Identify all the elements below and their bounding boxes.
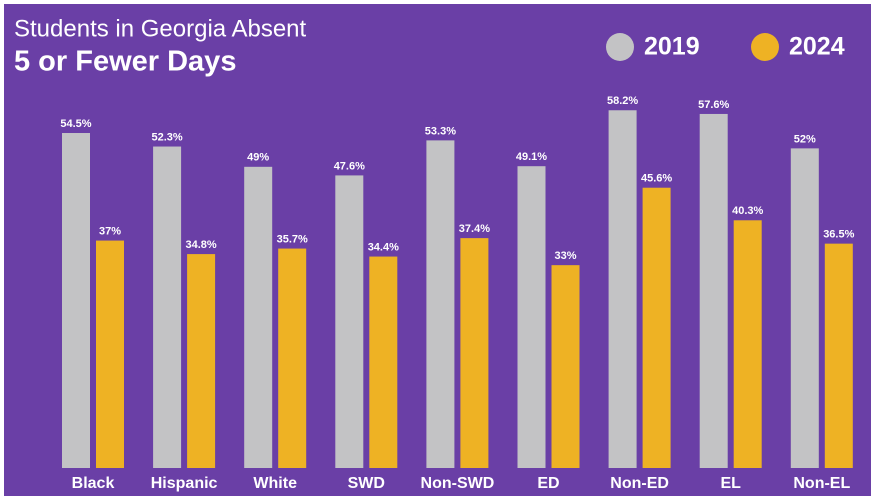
- value-label: 35.7%: [277, 233, 308, 245]
- value-label: 45.6%: [641, 173, 672, 185]
- value-label: 34.8%: [185, 239, 216, 251]
- value-label: 49%: [247, 152, 269, 164]
- x-tick-label: SWD: [348, 475, 385, 492]
- bar: [790, 148, 819, 468]
- bar: [551, 265, 580, 468]
- x-tick-label: Non-EL: [793, 475, 850, 492]
- legend-label: 2019: [644, 33, 700, 61]
- x-tick-label: Black: [72, 475, 115, 492]
- legend-swatch: [751, 33, 779, 61]
- bar: [642, 187, 671, 468]
- bar: [608, 110, 637, 468]
- bar: [278, 248, 307, 468]
- x-tick-label: Hispanic: [151, 475, 218, 492]
- bar: [699, 113, 728, 469]
- value-label: 47.6%: [334, 160, 365, 172]
- x-tick-label: EL: [720, 475, 741, 492]
- value-label: 52.3%: [151, 131, 182, 143]
- value-label: 53.3%: [425, 125, 456, 137]
- value-label: 52%: [794, 133, 816, 145]
- chart-title: Students in Georgia Absent: [14, 15, 307, 42]
- x-tick-label: ED: [537, 475, 559, 492]
- bar: [460, 238, 489, 468]
- bar: [96, 240, 124, 468]
- value-label: 49.1%: [516, 151, 547, 163]
- value-label: 54.5%: [60, 118, 91, 130]
- legend-label: 2024: [789, 33, 845, 61]
- value-label: 34.4%: [368, 241, 399, 253]
- value-label: 58.2%: [607, 95, 638, 107]
- bar: [153, 146, 182, 468]
- chart-subtitle: 5 or Fewer Days: [14, 46, 236, 78]
- value-label: 33%: [554, 250, 576, 262]
- value-label: 37%: [99, 225, 121, 237]
- legend-swatch: [606, 33, 634, 61]
- bar: [244, 166, 273, 468]
- x-tick-label: Non-ED: [610, 475, 669, 492]
- value-label: 37.4%: [459, 223, 490, 235]
- bar: [62, 133, 90, 469]
- bar: [335, 175, 364, 468]
- x-tick-label: Non-SWD: [421, 475, 495, 492]
- bar: [824, 243, 853, 468]
- bar: [517, 166, 546, 468]
- bar: [369, 256, 398, 468]
- bar: [187, 254, 216, 468]
- x-tick-label: White: [253, 475, 297, 492]
- bar: [426, 140, 455, 468]
- value-label: 36.5%: [823, 229, 854, 241]
- value-label: 57.6%: [698, 99, 729, 111]
- value-label: 40.3%: [732, 205, 763, 217]
- bar: [733, 220, 762, 468]
